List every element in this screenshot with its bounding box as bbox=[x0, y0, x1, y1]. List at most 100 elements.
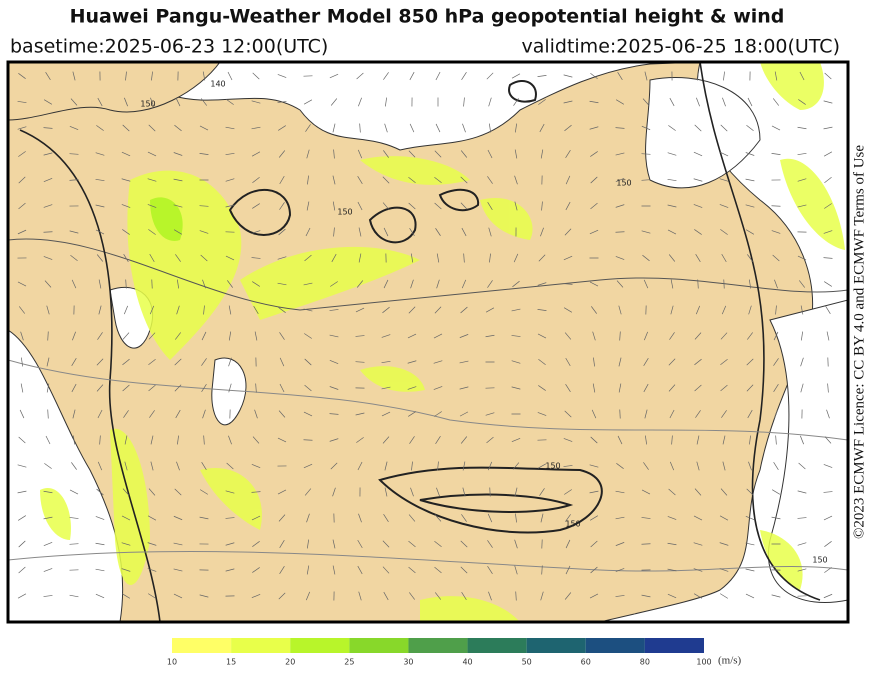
wind-arrow bbox=[151, 71, 153, 81]
wind-arrow bbox=[408, 540, 416, 548]
wind-arrow bbox=[462, 487, 466, 497]
wind-arrow bbox=[173, 593, 183, 599]
wind-arrow bbox=[771, 153, 781, 155]
sea bbox=[8, 329, 124, 622]
wind-arrow bbox=[177, 435, 179, 445]
wind-arrow bbox=[121, 178, 131, 182]
wind-arrow bbox=[384, 487, 388, 497]
colorbar-segment bbox=[172, 638, 232, 653]
wind-arrow bbox=[436, 487, 440, 497]
wind-arrow bbox=[823, 100, 833, 104]
wind-arrow bbox=[615, 178, 625, 182]
wind-arrow bbox=[303, 99, 313, 105]
wind-arrow bbox=[43, 542, 53, 546]
wind-arrow bbox=[437, 461, 439, 471]
wind-arrow bbox=[303, 411, 313, 417]
wind-arrow bbox=[43, 152, 53, 156]
wind-arrow bbox=[410, 279, 414, 289]
wind-arrow bbox=[591, 409, 597, 419]
wind-arrow bbox=[641, 489, 651, 495]
validtime: validtime:2025-06-25 18:00(UTC) bbox=[521, 36, 840, 58]
licence: ©2023 ECMWF Licence: CC BY 4.0 and ECMWF… bbox=[851, 145, 867, 539]
wind-arrow bbox=[641, 153, 651, 155]
wind-arrow bbox=[358, 591, 362, 601]
wind-arrow bbox=[98, 305, 102, 315]
wind-arrow bbox=[591, 306, 597, 314]
colorbar-tick-label: 25 bbox=[344, 658, 354, 667]
wind-arrow bbox=[460, 540, 468, 548]
wind-arrow bbox=[719, 542, 729, 546]
wind-arrow bbox=[17, 281, 27, 287]
wind-arrow bbox=[696, 97, 700, 107]
wind-arrow bbox=[720, 488, 728, 496]
wind-arrow bbox=[540, 591, 544, 601]
wind-arrow bbox=[333, 149, 335, 159]
wind-arrow bbox=[797, 152, 807, 156]
wind-arrow bbox=[460, 150, 468, 158]
wind-arrow bbox=[719, 178, 729, 182]
wind-arrow bbox=[589, 100, 599, 104]
wind-arrow bbox=[303, 282, 313, 286]
wind-arrow bbox=[71, 462, 77, 470]
wind-arrow bbox=[329, 360, 339, 364]
wind-arrow bbox=[175, 409, 181, 419]
wind-arrow bbox=[797, 204, 807, 208]
wind-arrow bbox=[463, 97, 465, 107]
wind-arrow bbox=[537, 333, 547, 339]
wind-arrow bbox=[565, 201, 571, 211]
wind-arrow bbox=[279, 332, 285, 340]
wind-arrow bbox=[773, 331, 779, 341]
wind-arrow bbox=[18, 515, 26, 521]
wind-arrow bbox=[695, 253, 701, 263]
wind-arrow bbox=[150, 435, 154, 445]
wind-arrow bbox=[823, 464, 833, 468]
wind-arrow bbox=[122, 488, 130, 496]
wind-arrow bbox=[382, 176, 390, 184]
wind-arrow bbox=[719, 593, 729, 599]
wind-arrow bbox=[21, 357, 23, 367]
wind-arrow bbox=[147, 178, 157, 182]
wind-arrow bbox=[121, 593, 131, 599]
wind-arrow bbox=[589, 593, 599, 599]
wind-arrow bbox=[800, 357, 804, 367]
contour-label: 150 bbox=[616, 179, 631, 188]
wind-arrow bbox=[589, 515, 599, 521]
wind-arrow bbox=[565, 514, 571, 522]
wind-arrow bbox=[382, 436, 390, 444]
wind-arrow bbox=[615, 152, 625, 156]
wind-arrow bbox=[252, 177, 260, 183]
colorbar-segment bbox=[585, 638, 645, 653]
wind-arrow bbox=[434, 306, 442, 314]
wind-arrow bbox=[590, 151, 598, 157]
wind-arrow bbox=[565, 175, 571, 185]
wind-arrow bbox=[69, 179, 79, 181]
wind-arrow bbox=[434, 566, 442, 574]
wind-arrow bbox=[252, 72, 260, 80]
wind-arrow bbox=[746, 384, 754, 392]
wind-arrow bbox=[433, 333, 443, 339]
wind-arrow bbox=[225, 204, 235, 208]
wind-arrow bbox=[565, 150, 571, 158]
wind-arrow bbox=[800, 383, 804, 393]
wind-arrow bbox=[590, 540, 598, 548]
wind-arrow bbox=[18, 151, 26, 157]
wind-arrow bbox=[641, 543, 651, 545]
wind-arrow bbox=[696, 461, 700, 471]
wind-arrow bbox=[721, 410, 727, 418]
wind-arrow bbox=[563, 100, 573, 104]
wind-arrow bbox=[174, 358, 182, 366]
wind-arrow bbox=[97, 97, 103, 107]
wind-arrow bbox=[719, 204, 729, 208]
wind-arrow bbox=[488, 97, 492, 107]
wind-arrow bbox=[357, 201, 363, 211]
wind-arrow bbox=[18, 540, 26, 548]
wind-arrow bbox=[381, 360, 391, 364]
wind-arrow bbox=[667, 568, 677, 572]
wind-arrow bbox=[461, 592, 467, 600]
wind-arrow bbox=[771, 125, 781, 131]
wind-arrow bbox=[434, 176, 442, 184]
wind-arrow bbox=[643, 462, 649, 470]
wind-arrow bbox=[148, 384, 156, 392]
wind-arrow bbox=[173, 178, 183, 182]
